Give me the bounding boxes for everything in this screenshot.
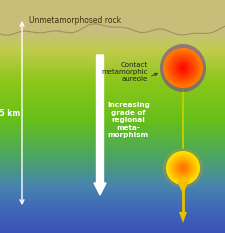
Circle shape <box>171 56 196 80</box>
Circle shape <box>180 165 186 171</box>
Circle shape <box>170 55 196 81</box>
Circle shape <box>172 57 194 79</box>
Circle shape <box>176 60 191 75</box>
Circle shape <box>170 155 196 181</box>
Circle shape <box>173 58 193 78</box>
Circle shape <box>182 67 184 69</box>
Circle shape <box>165 50 201 86</box>
Text: Unmetamorphosed rock: Unmetamorphosed rock <box>29 16 121 25</box>
Circle shape <box>176 161 190 175</box>
Circle shape <box>167 152 199 184</box>
Circle shape <box>181 166 185 170</box>
Circle shape <box>178 163 188 173</box>
Circle shape <box>175 160 191 176</box>
Circle shape <box>169 54 197 82</box>
Circle shape <box>180 65 186 71</box>
Circle shape <box>178 62 189 74</box>
Circle shape <box>166 151 200 185</box>
Circle shape <box>179 164 187 172</box>
FancyArrow shape <box>94 55 106 195</box>
Circle shape <box>164 49 202 87</box>
Circle shape <box>182 67 184 69</box>
Circle shape <box>170 154 196 182</box>
Circle shape <box>177 62 189 74</box>
Circle shape <box>180 65 187 72</box>
Circle shape <box>163 48 203 88</box>
Ellipse shape <box>160 44 206 92</box>
Ellipse shape <box>163 148 203 188</box>
Circle shape <box>175 60 191 76</box>
Circle shape <box>174 59 192 77</box>
Polygon shape <box>179 212 187 223</box>
Circle shape <box>168 153 198 183</box>
Circle shape <box>180 164 187 171</box>
Circle shape <box>172 157 194 179</box>
Circle shape <box>174 159 192 177</box>
Polygon shape <box>0 0 225 35</box>
Circle shape <box>168 53 198 83</box>
Circle shape <box>176 61 190 75</box>
Circle shape <box>164 49 202 87</box>
Text: ~25 km: ~25 km <box>0 109 20 117</box>
Circle shape <box>166 51 200 85</box>
Circle shape <box>169 154 197 182</box>
Circle shape <box>175 160 191 177</box>
Circle shape <box>169 54 198 82</box>
Circle shape <box>172 157 194 179</box>
Circle shape <box>178 63 188 73</box>
Circle shape <box>167 52 199 84</box>
Circle shape <box>179 64 187 72</box>
Circle shape <box>182 167 184 169</box>
Text: Increasing
grade of
regional
meta-
morphism: Increasing grade of regional meta- morph… <box>107 102 150 138</box>
Text: Contact
metamorphic
aureole: Contact metamorphic aureole <box>101 62 148 82</box>
Circle shape <box>166 51 200 85</box>
Circle shape <box>167 152 199 184</box>
Circle shape <box>171 156 195 180</box>
Circle shape <box>177 162 189 174</box>
Circle shape <box>171 56 195 80</box>
Circle shape <box>173 58 193 78</box>
Circle shape <box>182 167 184 169</box>
Circle shape <box>181 66 185 70</box>
Circle shape <box>173 158 193 178</box>
Polygon shape <box>177 181 189 194</box>
Circle shape <box>177 162 189 174</box>
